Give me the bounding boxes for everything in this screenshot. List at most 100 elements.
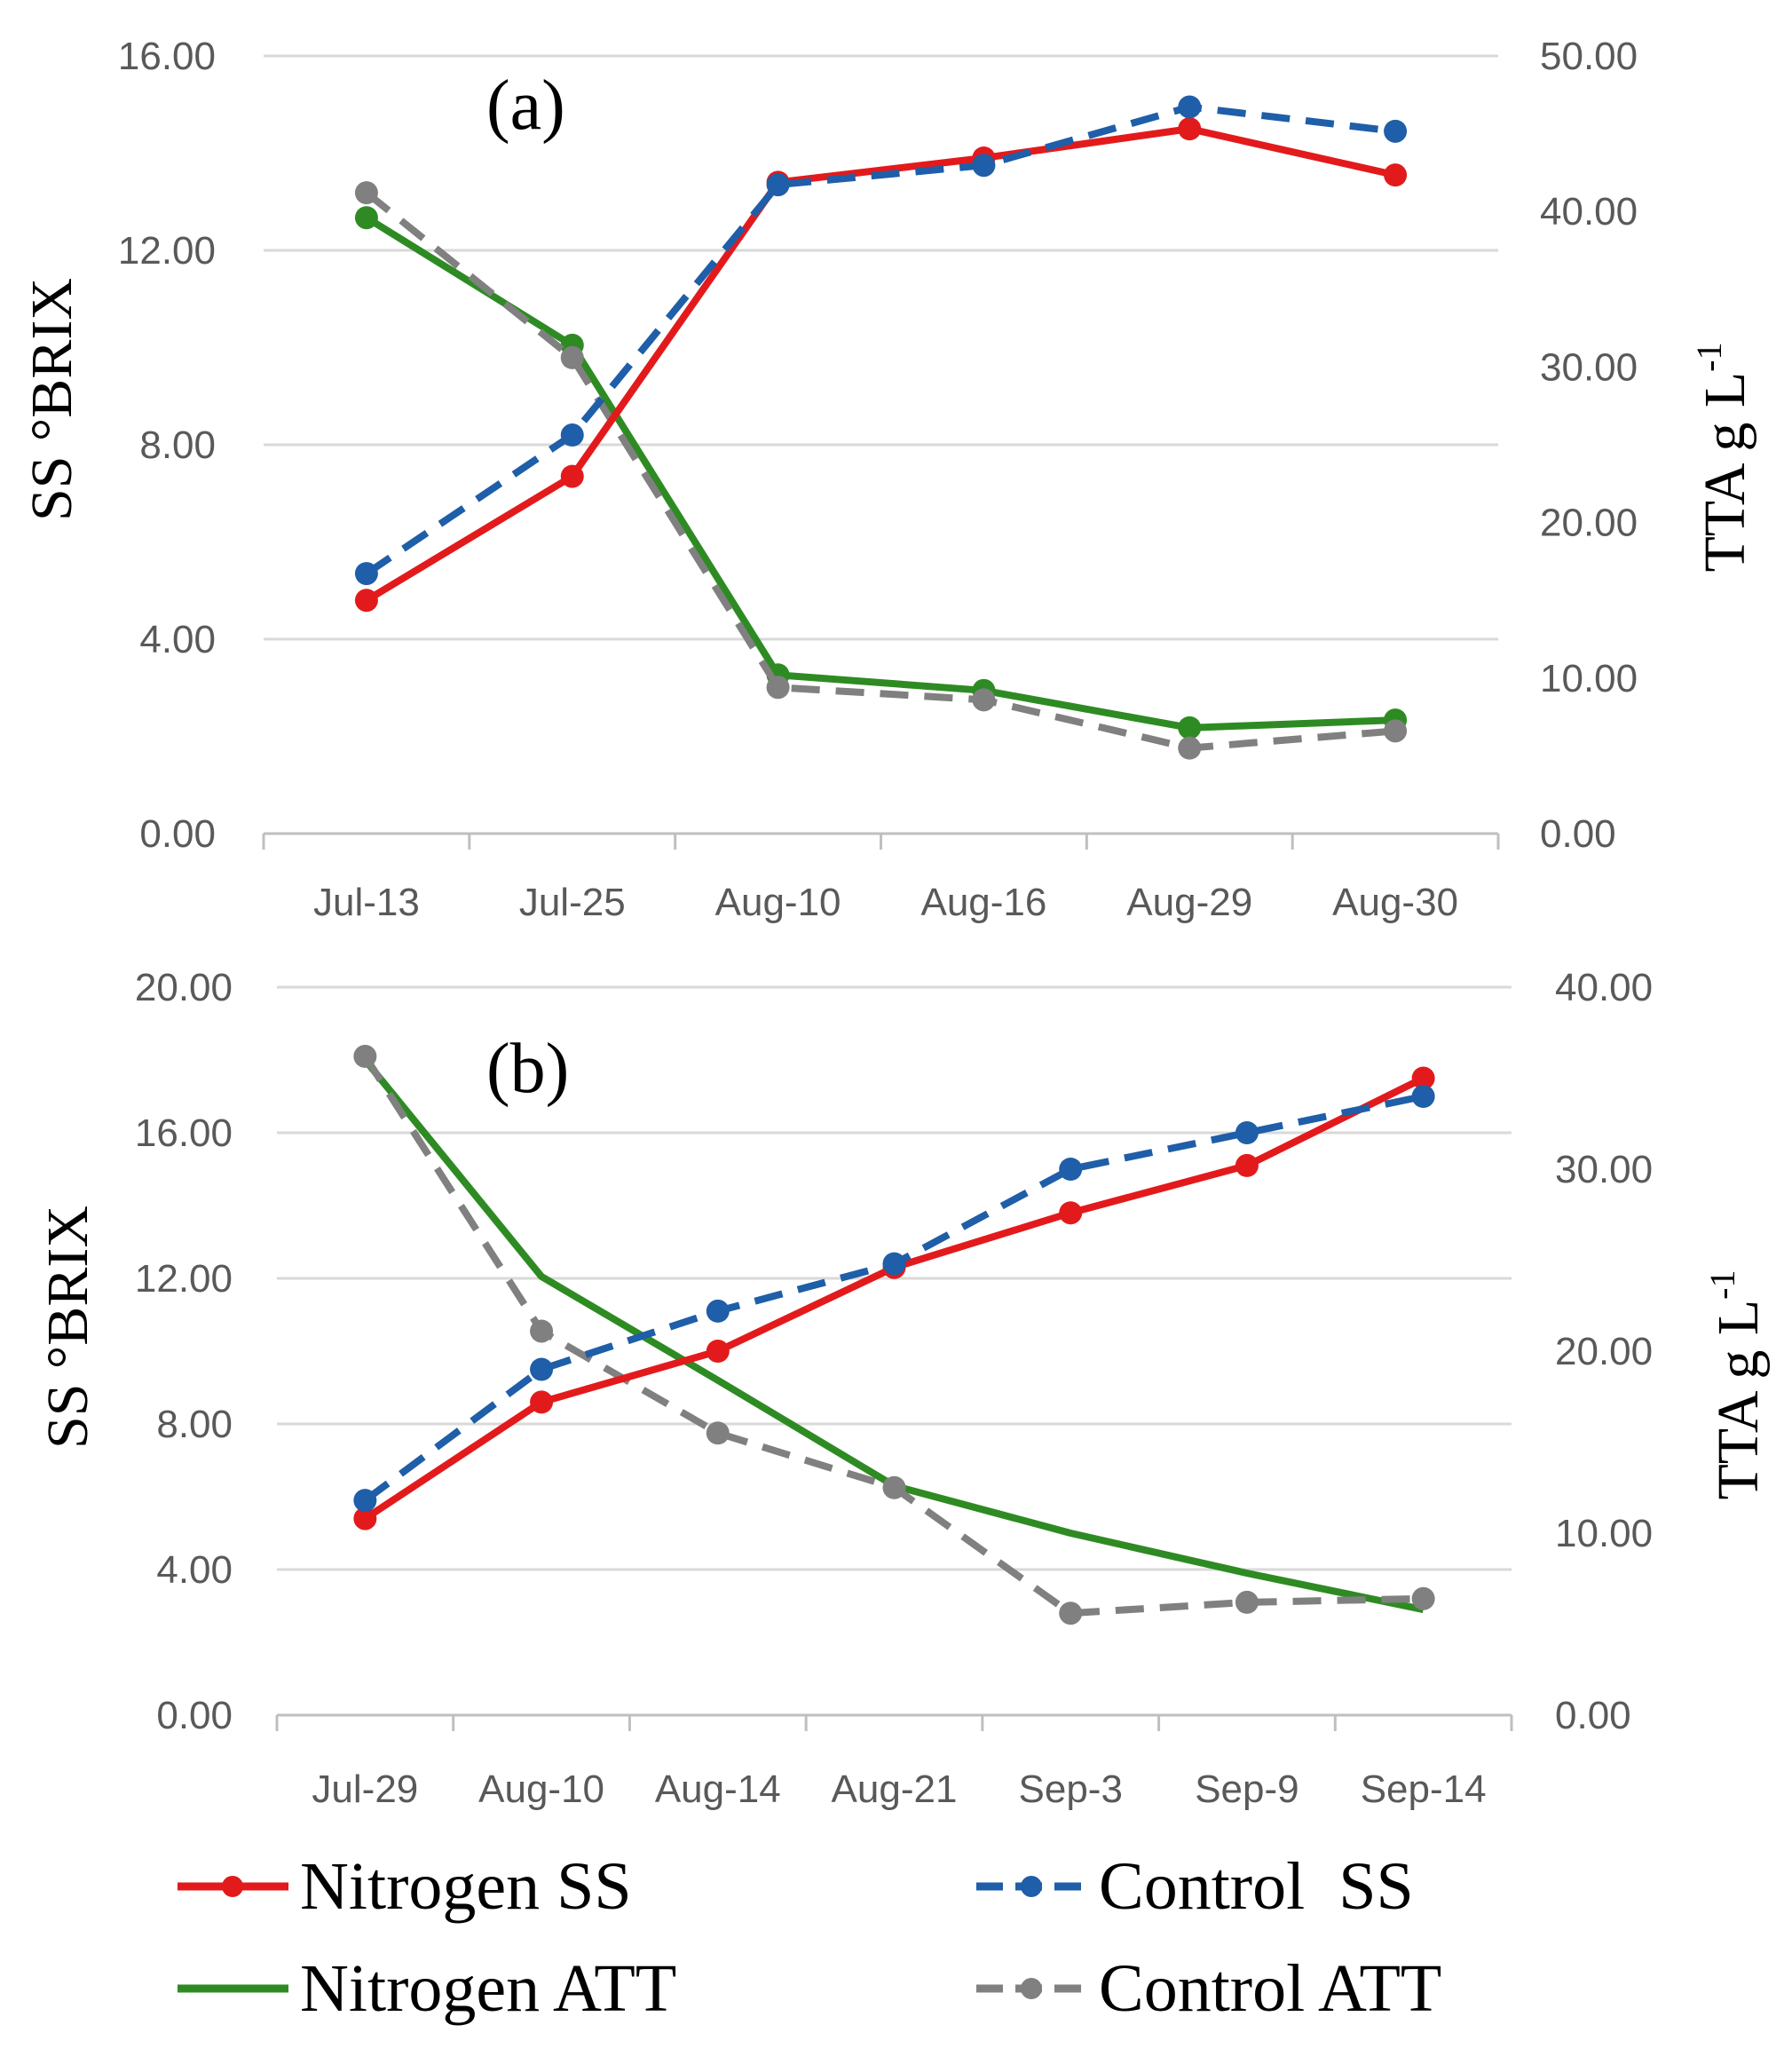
data-point-nitrogen-ss <box>1178 117 1202 141</box>
x-tick-label: Aug-16 <box>920 881 1046 924</box>
x-tick-label: Jul-13 <box>313 881 420 924</box>
x-tick-label: Aug-10 <box>478 1768 604 1811</box>
x-tick-label: Sep-3 <box>1019 1768 1123 1811</box>
legend-label-nitrogen-att: Nitrogen ATT <box>300 1951 676 2026</box>
y-axis-title-right-superscript: -1 <box>1702 1269 1742 1299</box>
data-point-nitrogen-att <box>1178 716 1202 739</box>
series-line-control-att <box>361 1054 1424 1617</box>
legend-item-control-att: Control ATT <box>976 1951 1441 2026</box>
data-point-control-att <box>972 688 996 712</box>
legend: Nitrogen SS Control SS Nitrogen ATT Cont… <box>178 1849 1441 2026</box>
x-tick-label: Aug-21 <box>832 1768 958 1811</box>
legend-item-nitrogen-ss: Nitrogen SS <box>178 1849 632 1924</box>
data-point-control-att <box>353 1044 377 1068</box>
y-tick-label-left: 12.00 <box>135 1257 233 1301</box>
x-tick-label: Sep-14 <box>1361 1768 1487 1811</box>
y2-tick-label-right: 20.00 <box>1555 1330 1653 1373</box>
y-tick-label-left: 12.00 <box>118 229 216 273</box>
data-point-nitrogen-ss <box>1059 1201 1083 1225</box>
data-point-nitrogen-ss <box>354 589 378 613</box>
data-point-control-ss <box>353 1489 377 1513</box>
data-point-control-att <box>1235 1590 1259 1614</box>
y-axis-title-right-main: TTA g L <box>1706 1300 1771 1500</box>
y-tick-label-left: 4.00 <box>156 1548 233 1592</box>
y-axis-title-left: SS °BRIX <box>20 278 84 521</box>
data-point-control-ss <box>1384 119 1408 143</box>
data-point-nitrogen-ss <box>1384 163 1408 187</box>
series-nitrogen-att <box>362 1057 1425 1614</box>
data-point-control-att <box>882 1475 906 1499</box>
x-tick-label: Aug-10 <box>715 881 841 924</box>
data-point-control-att <box>766 676 790 700</box>
y2-tick-label-right: 20.00 <box>1540 502 1638 545</box>
data-point-nitrogen-ss <box>706 1340 730 1363</box>
legend-label-control-att: Control ATT <box>1099 1951 1441 2026</box>
data-point-nitrogen-att <box>354 206 378 230</box>
data-point-nitrogen-ss <box>1411 1066 1435 1090</box>
series-line-control-att <box>364 190 1396 752</box>
panel-label: (b) <box>486 1030 569 1108</box>
x-tick-label: Jul-25 <box>519 881 626 924</box>
data-point-control-ss <box>882 1252 906 1276</box>
series-line-nitrogen-ss <box>364 125 1396 604</box>
data-point-control-ss <box>560 423 584 447</box>
x-tick-label: Aug-14 <box>655 1768 781 1811</box>
data-point-control-att <box>1384 719 1408 743</box>
data-point-control-ss <box>972 154 996 178</box>
y2-tick-label-right: 0.00 <box>1540 812 1616 856</box>
y2-tick-label-right: 50.00 <box>1540 35 1638 78</box>
y-tick-label-left: 0.00 <box>156 1694 233 1737</box>
x-tick-label: Aug-30 <box>1332 881 1458 924</box>
y2-tick-label-right: 30.00 <box>1555 1148 1653 1191</box>
y2-tick-label-right: 10.00 <box>1555 1512 1653 1555</box>
legend-marker-control-att <box>1021 1978 1042 1999</box>
data-point-control-ss <box>530 1357 554 1381</box>
data-point-nitrogen-ss <box>560 464 584 488</box>
data-point-control-att <box>1059 1601 1083 1625</box>
legend-label-nitrogen-ss: Nitrogen SS <box>300 1849 632 1924</box>
y2-tick-label-right: 30.00 <box>1540 345 1638 389</box>
data-point-nitrogen-ss <box>530 1390 554 1414</box>
x-tick-label: Sep-9 <box>1195 1768 1299 1811</box>
series-line-nitrogen-att <box>362 1057 1425 1614</box>
data-point-control-ss <box>1178 95 1202 119</box>
series-line-control-ss <box>364 103 1396 577</box>
series-nitrogen-ss <box>354 117 1408 613</box>
y-tick-label-left: 16.00 <box>135 1111 233 1155</box>
y-axis-title-right-main: TTA g L <box>1693 372 1757 573</box>
y-tick-label-left: 8.00 <box>156 1403 233 1446</box>
data-point-control-ss <box>354 562 378 586</box>
data-point-control-att <box>1411 1586 1435 1610</box>
series-control-ss <box>354 95 1408 586</box>
legend-item-control-ss: Control SS <box>976 1849 1414 1924</box>
series-control-att <box>354 181 1408 760</box>
data-point-control-ss <box>706 1299 730 1323</box>
y-axis-title-left: SS °BRIX <box>36 1206 100 1449</box>
series-control-ss <box>353 1085 1435 1513</box>
x-tick-label: Aug-29 <box>1126 881 1252 924</box>
series-line-nitrogen-att <box>364 214 1396 732</box>
data-point-control-att <box>706 1421 730 1445</box>
y-tick-label-left: 20.00 <box>135 966 233 1009</box>
data-point-control-ss <box>766 173 790 197</box>
legend-marker-nitrogen-ss <box>222 1876 243 1897</box>
data-point-control-ss <box>1235 1121 1259 1144</box>
y2-tick-label-right: 40.00 <box>1555 966 1653 1009</box>
y2-tick-label-right: 0.00 <box>1555 1694 1631 1737</box>
y-axis-title-right: TTA g L-1 <box>1689 342 1757 572</box>
data-point-control-ss <box>1059 1158 1083 1181</box>
x-tick-label: Jul-29 <box>312 1768 418 1811</box>
series-control-att <box>353 1044 1435 1625</box>
data-point-nitrogen-ss <box>353 1507 377 1530</box>
y-axis-title-right-superscript: -1 <box>1689 342 1729 371</box>
y-tick-label-left: 16.00 <box>118 35 216 78</box>
y-axis-title-right: TTA g L-1 <box>1702 1269 1771 1499</box>
panel-b-chart: 0.00 4.00 8.00 12.00 16.00 20.00 0.00 10.00 20.0… <box>36 966 1771 1811</box>
y-tick-label-left: 8.00 <box>139 423 216 467</box>
panel-a-chart: 0.00 4.00 8.00 12.00 16.00 0.00 10.00 20.00 30.0… <box>20 35 1757 924</box>
data-point-control-att <box>560 345 584 369</box>
legend-label-control-ss: Control SS <box>1099 1849 1414 1924</box>
y-tick-label-left: 4.00 <box>139 618 216 661</box>
panel-label: (a) <box>486 67 565 145</box>
